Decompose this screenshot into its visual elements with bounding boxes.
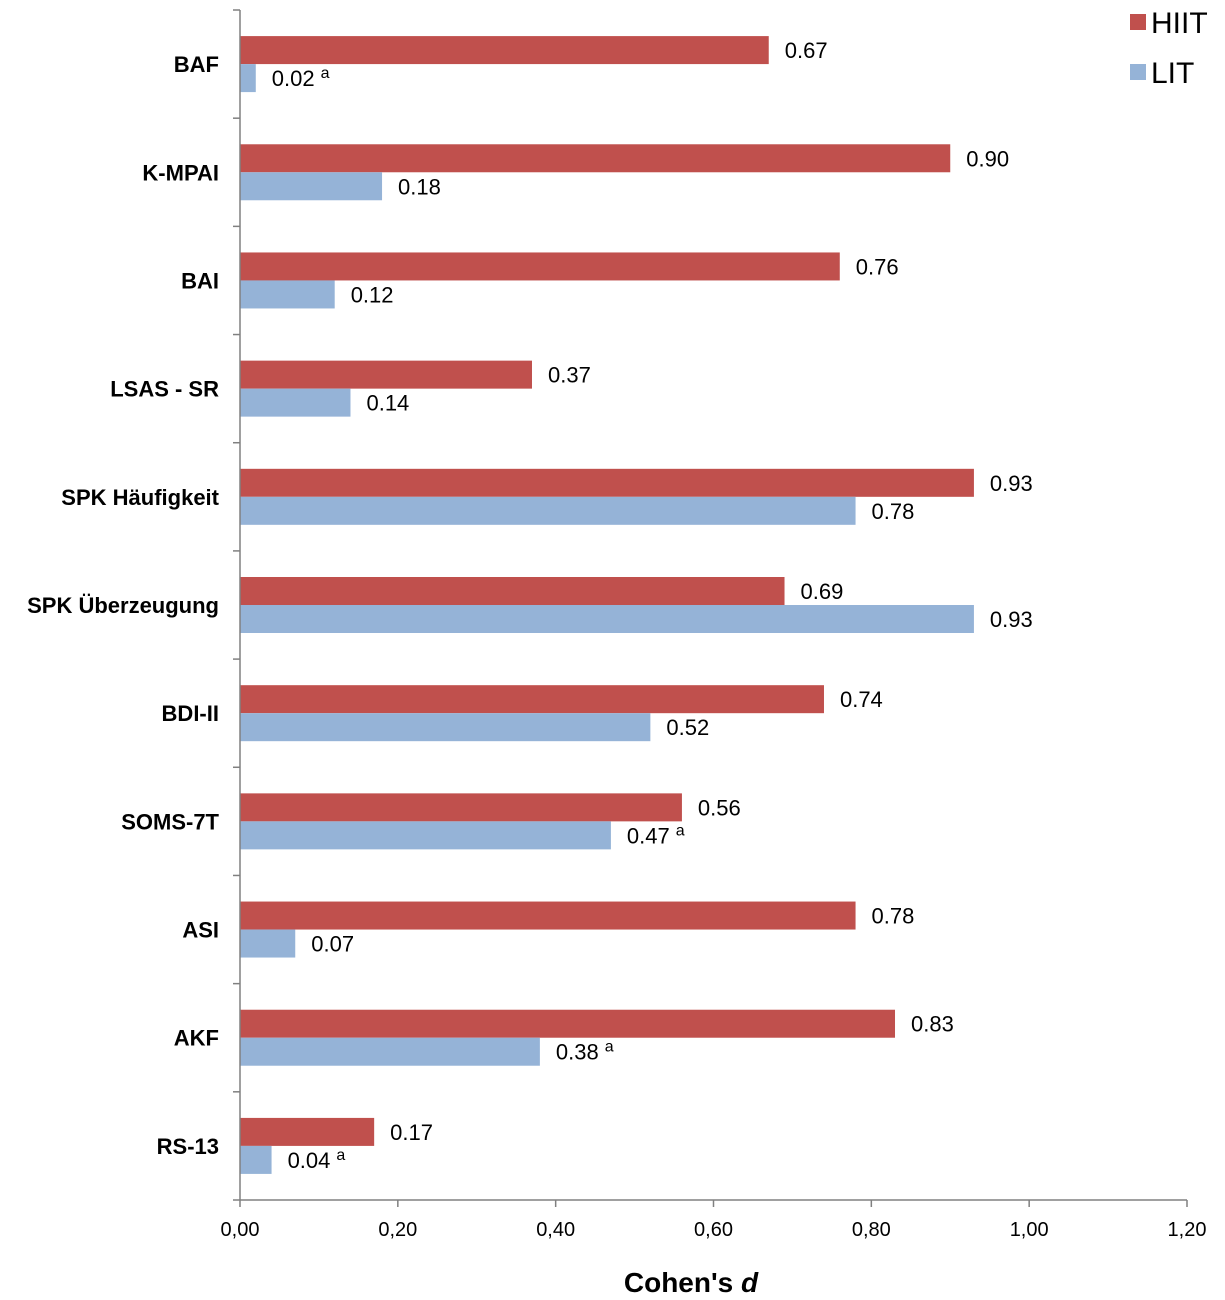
- bar-hiit-asi: [240, 901, 856, 930]
- footnote-marker: a: [321, 65, 330, 82]
- legend-label-hiit: HIIT: [1151, 7, 1208, 40]
- value-label-hiit-baf: 0.67: [785, 38, 828, 63]
- value-label-hiit-rs-13: 0.17: [390, 1120, 433, 1145]
- category-label-spk-häufigkeit: SPK Häufigkeit: [61, 485, 219, 510]
- bar-lit-spk-überzeugung: [240, 605, 974, 633]
- value-label-hiit-akf: 0.83: [911, 1012, 954, 1037]
- x-tick-label: 1,00: [1010, 1219, 1049, 1241]
- x-tick-label: 0,40: [536, 1219, 575, 1241]
- bar-hiit-soms-7t: [240, 793, 682, 822]
- value-label-lit-spk-überzeugung: 0.93: [990, 607, 1033, 632]
- bar-hiit-baf: [240, 36, 769, 65]
- value-label-hiit-bai: 0.76: [856, 254, 899, 279]
- value-label-lit-baf: 0.02 a: [272, 65, 330, 91]
- bar-lit-spk-häufigkeit: [240, 496, 856, 525]
- value-label-hiit-k-mpai: 0.90: [966, 146, 1009, 171]
- value-label-lit-k-mpai: 0.18: [398, 174, 441, 199]
- value-label-lit-akf: 0.38 a: [556, 1039, 614, 1065]
- x-tick-label: 0,00: [221, 1219, 260, 1241]
- bar-lit-bdi-ii: [240, 713, 651, 742]
- value-label-lit-asi: 0.07: [311, 932, 354, 957]
- value-label-hiit-spk-häufigkeit: 0.93: [990, 471, 1033, 496]
- bar-lit-lsas-sr: [240, 388, 351, 417]
- footnote-marker: a: [336, 1147, 345, 1164]
- category-label-spk-überzeugung: SPK Überzeugung: [27, 593, 219, 618]
- value-label-hiit-asi: 0.78: [872, 904, 915, 929]
- value-label-lit-spk-häufigkeit: 0.78: [872, 499, 915, 524]
- bars-layer: [240, 36, 974, 1174]
- x-axis-title: Cohen's d: [624, 1267, 759, 1298]
- bar-hiit-lsas-sr: [240, 360, 532, 389]
- category-label-soms-7t: SOMS-7T: [121, 809, 219, 834]
- category-label-rs-13: RS-13: [157, 1134, 219, 1159]
- bar-lit-rs-13: [240, 1145, 272, 1174]
- value-label-hiit-bdi-ii: 0.74: [840, 687, 883, 712]
- x-tick-label: 0,60: [694, 1219, 733, 1241]
- footnote-marker: a: [605, 1039, 614, 1056]
- value-label-lit-soms-7t: 0.47 a: [627, 822, 685, 848]
- bar-hiit-spk-häufigkeit: [240, 468, 974, 497]
- bar-hiit-bai: [240, 252, 840, 281]
- legend-swatch-lit: [1130, 64, 1146, 80]
- x-tick-label: 0,20: [378, 1219, 417, 1241]
- bar-hiit-rs-13: [240, 1117, 375, 1146]
- x-tick-label: 0,80: [852, 1219, 891, 1241]
- x-axis-title-italic: d: [741, 1267, 759, 1298]
- value-labels-layer: BAF 0.67 0.02 a K-MPAI 0.90 0.18 BAI 0.76 0.12 LSA…: [27, 38, 1033, 1173]
- value-label-lit-bdi-ii: 0.52: [666, 715, 709, 740]
- category-label-akf: AKF: [174, 1026, 219, 1051]
- bar-hiit-akf: [240, 1009, 896, 1038]
- legend-label-lit: LIT: [1151, 57, 1194, 90]
- bar-lit-baf: [240, 64, 256, 93]
- bar-lit-bai: [240, 280, 335, 309]
- axes-layer: 0,00 0,20 0,40 0,60 0,80 1,00 1,20: [221, 9, 1207, 1241]
- value-label-lit-lsas-sr: 0.14: [366, 391, 409, 416]
- value-label-hiit-soms-7t: 0.56: [698, 795, 741, 820]
- footnote-marker: a: [676, 822, 685, 839]
- category-label-bdi-ii: BDI-II: [162, 701, 219, 726]
- legend: HIIT LIT: [1130, 7, 1208, 90]
- category-label-asi: ASI: [182, 918, 219, 943]
- category-label-bai: BAI: [181, 268, 219, 293]
- bar-lit-k-mpai: [240, 172, 383, 201]
- legend-swatch-hiit: [1130, 14, 1146, 30]
- x-tick-label: 1,20: [1168, 1219, 1207, 1241]
- bar-lit-akf: [240, 1037, 540, 1066]
- x-axis-title-text: Cohen's: [624, 1267, 733, 1298]
- bar-hiit-k-mpai: [240, 144, 951, 173]
- bar-hiit-bdi-ii: [240, 685, 824, 714]
- category-label-baf: BAF: [174, 52, 219, 77]
- value-label-lit-bai: 0.12: [351, 282, 394, 307]
- category-label-lsas-sr: LSAS - SR: [110, 377, 219, 402]
- value-label-hiit-lsas-sr: 0.37: [548, 363, 591, 388]
- value-label-lit-rs-13: 0.04 a: [288, 1147, 346, 1173]
- value-label-hiit-spk-überzeugung: 0.69: [801, 579, 844, 604]
- bar-lit-soms-7t: [240, 821, 611, 850]
- bar-lit-asi: [240, 929, 296, 958]
- bar-hiit-spk-überzeugung: [240, 577, 785, 605]
- category-label-k-mpai: K-MPAI: [142, 160, 219, 185]
